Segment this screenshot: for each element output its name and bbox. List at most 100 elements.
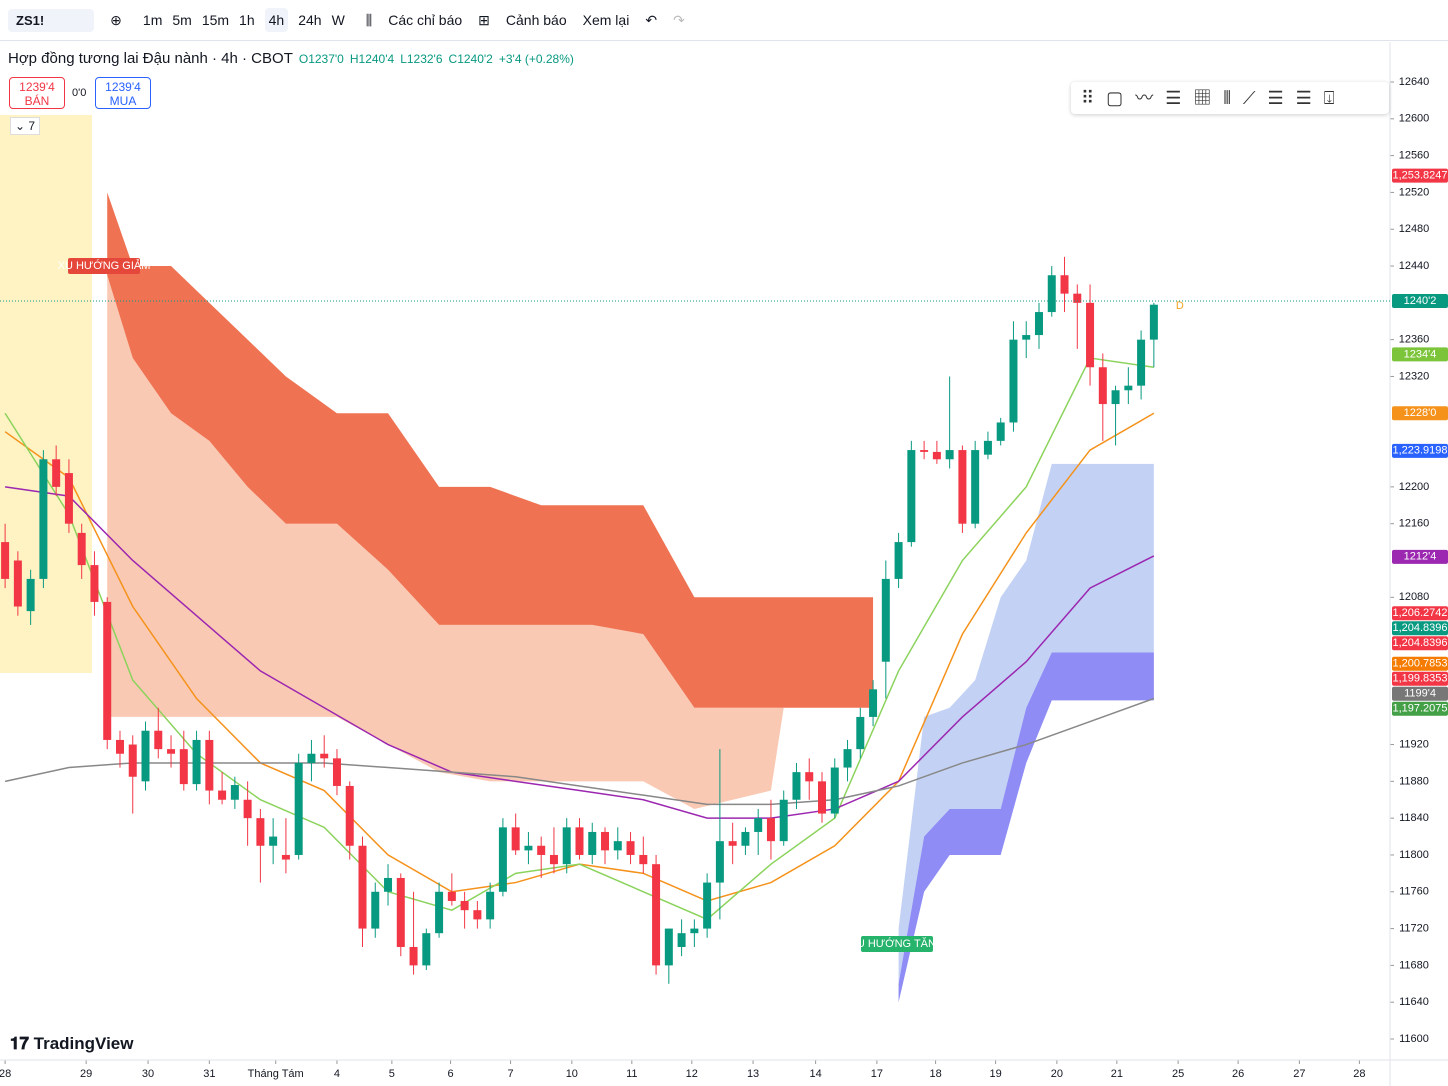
candle-body [613,841,622,851]
candle-body [435,891,444,934]
candle-body [473,910,482,920]
layouts[interactable]: ⊞ [478,11,490,28]
candle-body [281,854,290,860]
candle-body [460,900,469,911]
y-tick-label: 12560 [1399,150,1430,162]
price-label-box [1392,686,1448,701]
candle-body [894,542,903,579]
candle-body [345,785,354,846]
candle-body [243,799,252,819]
x-tick-label: 25 [1172,1068,1184,1080]
interval[interactable]: W [331,12,345,28]
candle-body [409,946,418,966]
add[interactable]: ⊕ [110,11,122,28]
x-tick-label: 29 [80,1068,92,1080]
interval[interactable]: 24h [298,12,322,28]
candle-body [90,565,99,602]
candle-body [179,749,188,785]
candle-body [677,933,686,947]
indicators[interactable]: Các chỉ báo [388,12,463,28]
candle-body [1086,302,1095,368]
candle-body [422,933,431,966]
chart-style[interactable]: ⫼ [365,11,373,28]
buy-price: 1239'4 [105,80,141,94]
sell-button[interactable]: 1239'4 BÁN [9,77,65,109]
candle-body [128,744,137,777]
price-label: 1,204.8396 [1392,637,1447,649]
candle-body [945,450,954,460]
candle-body [1111,390,1120,405]
y-tick-label: 12200 [1399,481,1430,493]
candle-body [141,730,150,782]
candle-body [1149,304,1158,340]
x-tick-label: 21 [1111,1068,1123,1080]
x-tick-label: 31 [203,1068,215,1080]
candle-body [320,753,329,759]
candle-body [983,440,992,455]
y-tick-label: 12320 [1399,370,1430,382]
candle-body [907,450,916,543]
interval[interactable]: 5m [172,12,192,28]
supply-zone [107,192,874,708]
x-tick-label: 18 [929,1068,941,1080]
y-tick-label: 11920 [1399,738,1429,750]
candle-body [1060,275,1069,294]
candle-body [575,827,584,855]
alerts[interactable]: Cảnh báo [505,12,567,28]
legend: Hợp đồng tương lai Đậu nành · 4h · CBOT … [8,50,574,67]
x-tick-label: 14 [809,1068,821,1080]
x-tick-label: 12 [686,1068,698,1080]
candle-body [447,891,456,901]
drawing-toolbar[interactable]: ⠿▢〰☰▦⫴⟋☰☰⍗ [1071,82,1389,114]
candle-body [115,739,124,754]
collapse-button[interactable]: ⌄ 7 [10,117,41,135]
price-label: 1,223.9198 [1392,445,1447,457]
candle-body [486,891,495,920]
interval[interactable]: 1h [239,12,255,28]
candle-body [715,841,724,883]
candle-body [741,831,750,846]
price-label: 1199'4 [1404,688,1436,700]
candle-body [881,578,890,662]
buy-button[interactable]: 1239'4 MUA [95,77,151,109]
candle-body [524,845,533,851]
redo[interactable]: ↷ [673,11,685,28]
candle-body [639,854,648,865]
interval[interactable]: 1m [142,12,163,28]
y-tick-label: 12440 [1399,260,1430,272]
candle-body [754,818,763,832]
x-tick-label: 17 [871,1068,883,1080]
candle-body [167,749,176,754]
interval[interactable]: 15m [201,12,230,28]
replay[interactable]: Xem lại [582,12,630,28]
toolbar: ZS1! ⊕ 1m 5m 15m 1h 4h 24h W ⫼ Các chỉ báo ⊞ C… [0,0,1448,41]
undo[interactable]: ↶ [645,11,658,28]
candle-body [1009,339,1018,423]
y-tick-label: 12600 [1399,113,1430,125]
collapse-count: 7 [28,119,36,133]
candle-body [230,785,239,800]
sell-label: BÁN [24,94,50,108]
candle-body [77,532,86,566]
x-tick-label: 4 [334,1068,340,1080]
candle-body [920,450,929,452]
candle-body [1047,275,1056,313]
candle-body [307,753,316,763]
candle-body [205,739,214,791]
candle-body [13,560,22,607]
x-tick-label: 19 [989,1068,1001,1080]
price-label: 1,204.8396 [1392,622,1447,634]
annotation-box [68,258,140,274]
price-label-box [1392,606,1448,621]
candle-body [601,831,610,851]
y-tick-label: 12640 [1399,76,1430,88]
candle-body [1,542,10,579]
x-tick-label: 30 [142,1068,154,1080]
interval[interactable]: 4h [264,8,289,32]
annotation-box [861,936,933,952]
symbol[interactable]: ZS1! [8,8,95,32]
candle-body [1034,312,1043,336]
price-label-box [1392,621,1448,636]
